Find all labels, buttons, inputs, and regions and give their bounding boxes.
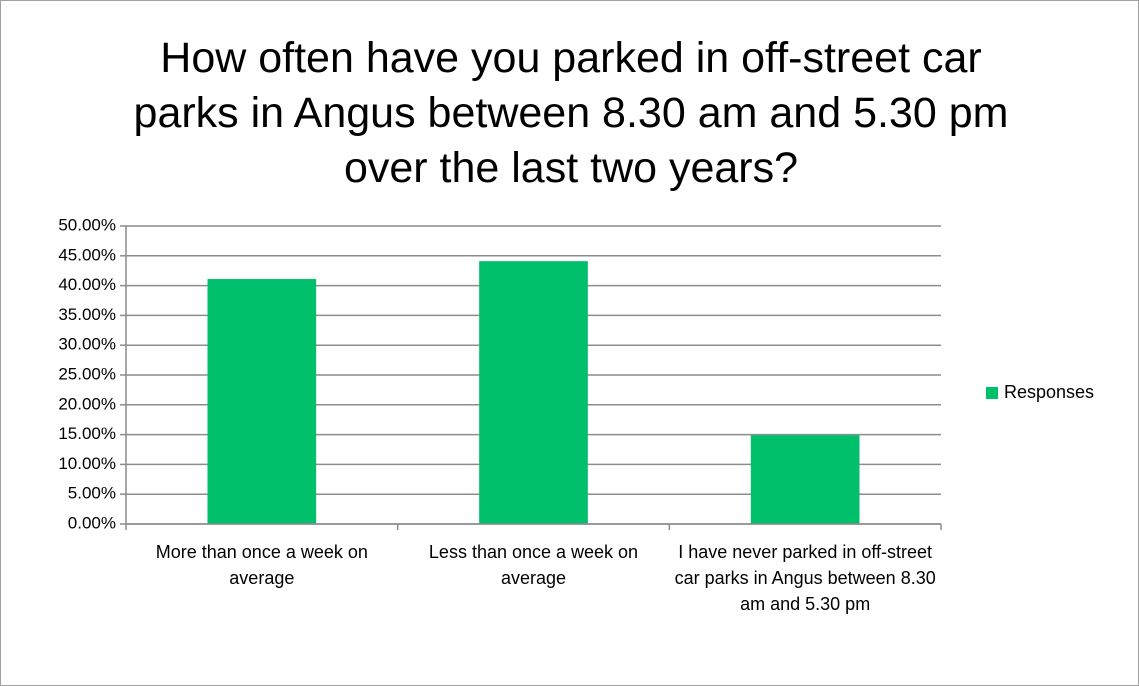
bar [479,261,588,524]
y-tick-label: 35.00% [58,305,116,324]
y-tick-label: 20.00% [58,394,116,413]
x-tick-label: More than once a week on average [155,542,368,588]
x-tick-label: Less than once a week on average [428,542,639,588]
y-tick-label: 25.00% [58,364,116,383]
y-tick-label: 0.00% [68,513,116,532]
bar [750,435,860,524]
y-tick-label: 5.00% [68,484,116,503]
y-tick-label: 45.00% [58,245,116,264]
chart-title: How often have you parked in off-street … [133,34,1009,192]
y-tick-label: 50.00% [58,215,116,234]
y-tick-label: 40.00% [58,275,116,294]
bar [207,279,317,524]
legend-swatch [986,387,998,399]
y-tick-label: 30.00% [58,335,116,354]
legend-label: Responses [1004,382,1094,402]
y-tick-label: 10.00% [58,454,116,473]
y-tick-label: 15.00% [58,424,116,443]
x-tick-label: I have never parked in off-street car pa… [674,542,936,614]
